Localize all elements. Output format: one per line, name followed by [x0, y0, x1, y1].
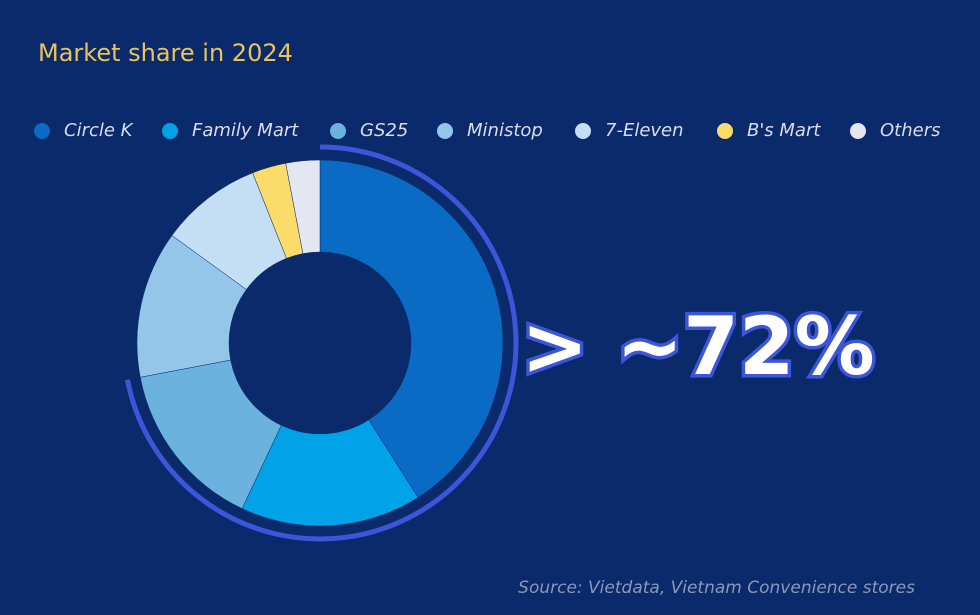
legend-marker: [437, 123, 453, 139]
legend-text: Ministop: [467, 120, 543, 141]
legend-text: Family Mart: [192, 120, 299, 141]
legend-text: GS25: [360, 120, 408, 141]
legend-text: Others: [880, 120, 941, 141]
legend-marker: [850, 123, 866, 139]
legend-marker: [162, 123, 178, 139]
highlight-arc: [125, 144, 519, 542]
donut-segment: [241, 419, 419, 527]
legend-marker: [330, 123, 346, 139]
source: Source: Vietdata, Vietnam Convenience st…: [518, 578, 915, 598]
chart-title: Market share in 2024: [38, 39, 293, 67]
legend-text: 7-Eleven: [605, 120, 684, 141]
donut-segment: [139, 359, 282, 509]
legend-marker: [575, 123, 591, 139]
legend-marker: [34, 123, 50, 139]
legend-text: Circle K: [64, 120, 134, 141]
legend-text: B's Mart: [747, 120, 821, 141]
donut-segment: [319, 159, 504, 498]
legend-marker: [717, 123, 733, 139]
donut-segment: [285, 159, 321, 254]
annotation: > ~72%: [521, 300, 874, 393]
